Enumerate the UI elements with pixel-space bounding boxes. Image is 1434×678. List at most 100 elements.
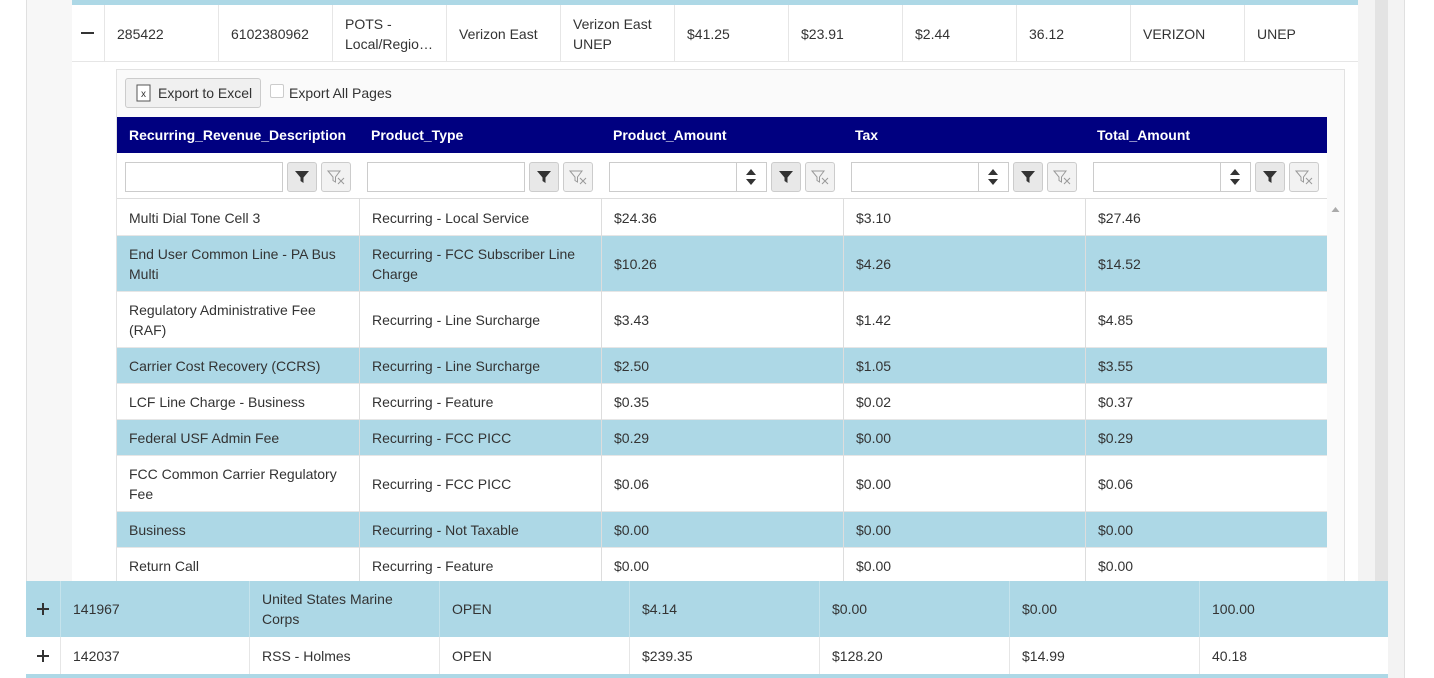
detail-cell: Recurring - Line Surcharge <box>359 292 601 348</box>
detail-body: Multi Dial Tone Cell 3 Recurring - Local … <box>117 199 1327 581</box>
filter-button[interactable] <box>1255 162 1285 192</box>
parent-cell: 6102380962 <box>218 5 332 62</box>
filter-input[interactable] <box>609 162 737 192</box>
detail-cell: $0.29 <box>601 420 843 456</box>
parent-cell: $2.44 <box>902 5 1016 62</box>
outer-grid-left <box>26 0 72 581</box>
detail-cell: Recurring - FCC PICC <box>359 456 601 512</box>
prev-row-edge <box>72 0 1358 5</box>
detail-cell: $24.36 <box>601 199 843 236</box>
detail-cell: $1.05 <box>843 348 1085 384</box>
detail-row[interactable] <box>117 384 1327 420</box>
detail-row[interactable] <box>117 548 1327 581</box>
collapse-icon[interactable] <box>81 32 94 34</box>
clear-filter-button[interactable] <box>563 162 593 192</box>
detail-cell: Recurring - Line Surcharge <box>359 348 601 384</box>
detail-cell: Recurring - FCC Subscriber Line Charge <box>359 236 601 292</box>
detail-cell: End User Common Line - PA Bus Multi <box>129 246 336 282</box>
clear-filter-button[interactable] <box>805 162 835 192</box>
column-header[interactable]: Product_Amount <box>613 127 727 143</box>
detail-cell: $3.55 <box>1085 348 1327 384</box>
detail-cell: Recurring - Not Taxable <box>359 512 601 548</box>
column-header[interactable]: Total_Amount <box>1097 127 1191 143</box>
detail-row[interactable] <box>117 420 1327 456</box>
outer-cell: 100.00 <box>1199 581 1388 637</box>
detail-cell: Multi Dial Tone Cell 3 <box>129 209 261 226</box>
parent-cell: 285422 <box>104 5 218 62</box>
column-header[interactable]: Tax <box>855 127 879 143</box>
detail-row[interactable] <box>117 512 1327 548</box>
outer-cell: $4.14 <box>629 581 819 637</box>
detail-cell: $0.02 <box>843 384 1085 420</box>
outer-cell: $128.20 <box>819 637 1009 674</box>
detail-cell: Carrier Cost Recovery (CCRS) <box>129 358 321 374</box>
detail-cell: Regulatory Administrative Fee (RAF) <box>129 302 316 338</box>
outer-cell: OPEN <box>439 637 629 674</box>
detail-cell: $4.85 <box>1085 292 1327 348</box>
detail-row[interactable] <box>117 236 1327 292</box>
detail-cell: $0.35 <box>601 384 843 420</box>
outer-cell: 141967 <box>60 581 249 637</box>
next-row-edge <box>26 674 1388 678</box>
column-header[interactable]: Recurring_Revenue_Description <box>129 127 347 143</box>
filter-input[interactable] <box>1093 162 1221 192</box>
detail-cell: $0.29 <box>1085 420 1327 456</box>
svg-text:x: x <box>141 89 146 100</box>
detail-cell: $0.00 <box>843 456 1085 512</box>
parent-cell: VERIZON <box>1130 5 1244 62</box>
expand-icon[interactable] <box>36 602 50 616</box>
detail-cell: Recurring - Local Service <box>359 199 601 236</box>
outer-cell: $0.00 <box>819 581 1009 637</box>
detail-row[interactable] <box>117 199 1327 236</box>
detail-cell: Return Call <box>129 558 200 574</box>
detail-cell: $0.06 <box>601 456 843 512</box>
column-header[interactable]: Product_Type <box>371 127 464 143</box>
detail-cell: Recurring - FCC PICC <box>359 420 601 456</box>
parent-cell: UNEP <box>1244 5 1358 62</box>
outer-scrollbar[interactable] <box>1375 0 1388 581</box>
detail-header <box>117 117 1327 153</box>
spinner[interactable] <box>737 162 767 192</box>
export-all-checkbox[interactable] <box>270 84 284 98</box>
spinner[interactable] <box>1221 162 1251 192</box>
clear-filter-button[interactable] <box>1047 162 1077 192</box>
detail-cell: Recurring - Feature <box>359 384 601 420</box>
expand-icon[interactable] <box>36 649 50 663</box>
detail-cell: $3.10 <box>843 199 1085 236</box>
filter-input[interactable] <box>125 162 283 192</box>
filter-input[interactable] <box>851 162 979 192</box>
detail-row[interactable] <box>117 292 1327 348</box>
filter-button[interactable] <box>1013 162 1043 192</box>
filter-button[interactable] <box>529 162 559 192</box>
detail-cell: $0.00 <box>601 512 843 548</box>
outer-row[interactable] <box>26 581 1388 637</box>
detail-scrollbar[interactable] <box>1327 199 1344 581</box>
filter-button[interactable] <box>287 162 317 192</box>
detail-row[interactable] <box>117 348 1327 384</box>
parent-row <box>72 5 1358 62</box>
outer-cell: United States Marine Corps <box>249 581 439 637</box>
detail-cell: $10.26 <box>601 236 843 292</box>
detail-cell: $4.26 <box>843 236 1085 292</box>
export-excel-button[interactable]: x Export to Excel <box>125 78 261 108</box>
detail-cell: $0.00 <box>1085 512 1327 548</box>
detail-cell: $0.00 <box>843 548 1085 581</box>
detail-cell: Business <box>129 522 186 538</box>
clear-filter-button[interactable] <box>321 162 351 192</box>
filter-button[interactable] <box>771 162 801 192</box>
export-all-label: Export All Pages <box>289 85 392 101</box>
outer-cell: 40.18 <box>1199 637 1388 674</box>
clear-filter-button[interactable] <box>1289 162 1319 192</box>
parent-cell: 36.12 <box>1016 5 1130 62</box>
parent-cell: Verizon East UNEP <box>560 5 674 62</box>
outer-row[interactable] <box>26 637 1388 674</box>
detail-cell: $0.00 <box>1085 548 1327 581</box>
detail-cell: $0.00 <box>843 512 1085 548</box>
detail-cell: $0.00 <box>601 548 843 581</box>
detail-row[interactable] <box>117 456 1327 512</box>
filter-input[interactable] <box>367 162 525 192</box>
spinner[interactable] <box>979 162 1009 192</box>
export-excel-label: Export to Excel <box>158 85 253 101</box>
detail-cell: LCF Line Charge - Business <box>129 394 305 410</box>
